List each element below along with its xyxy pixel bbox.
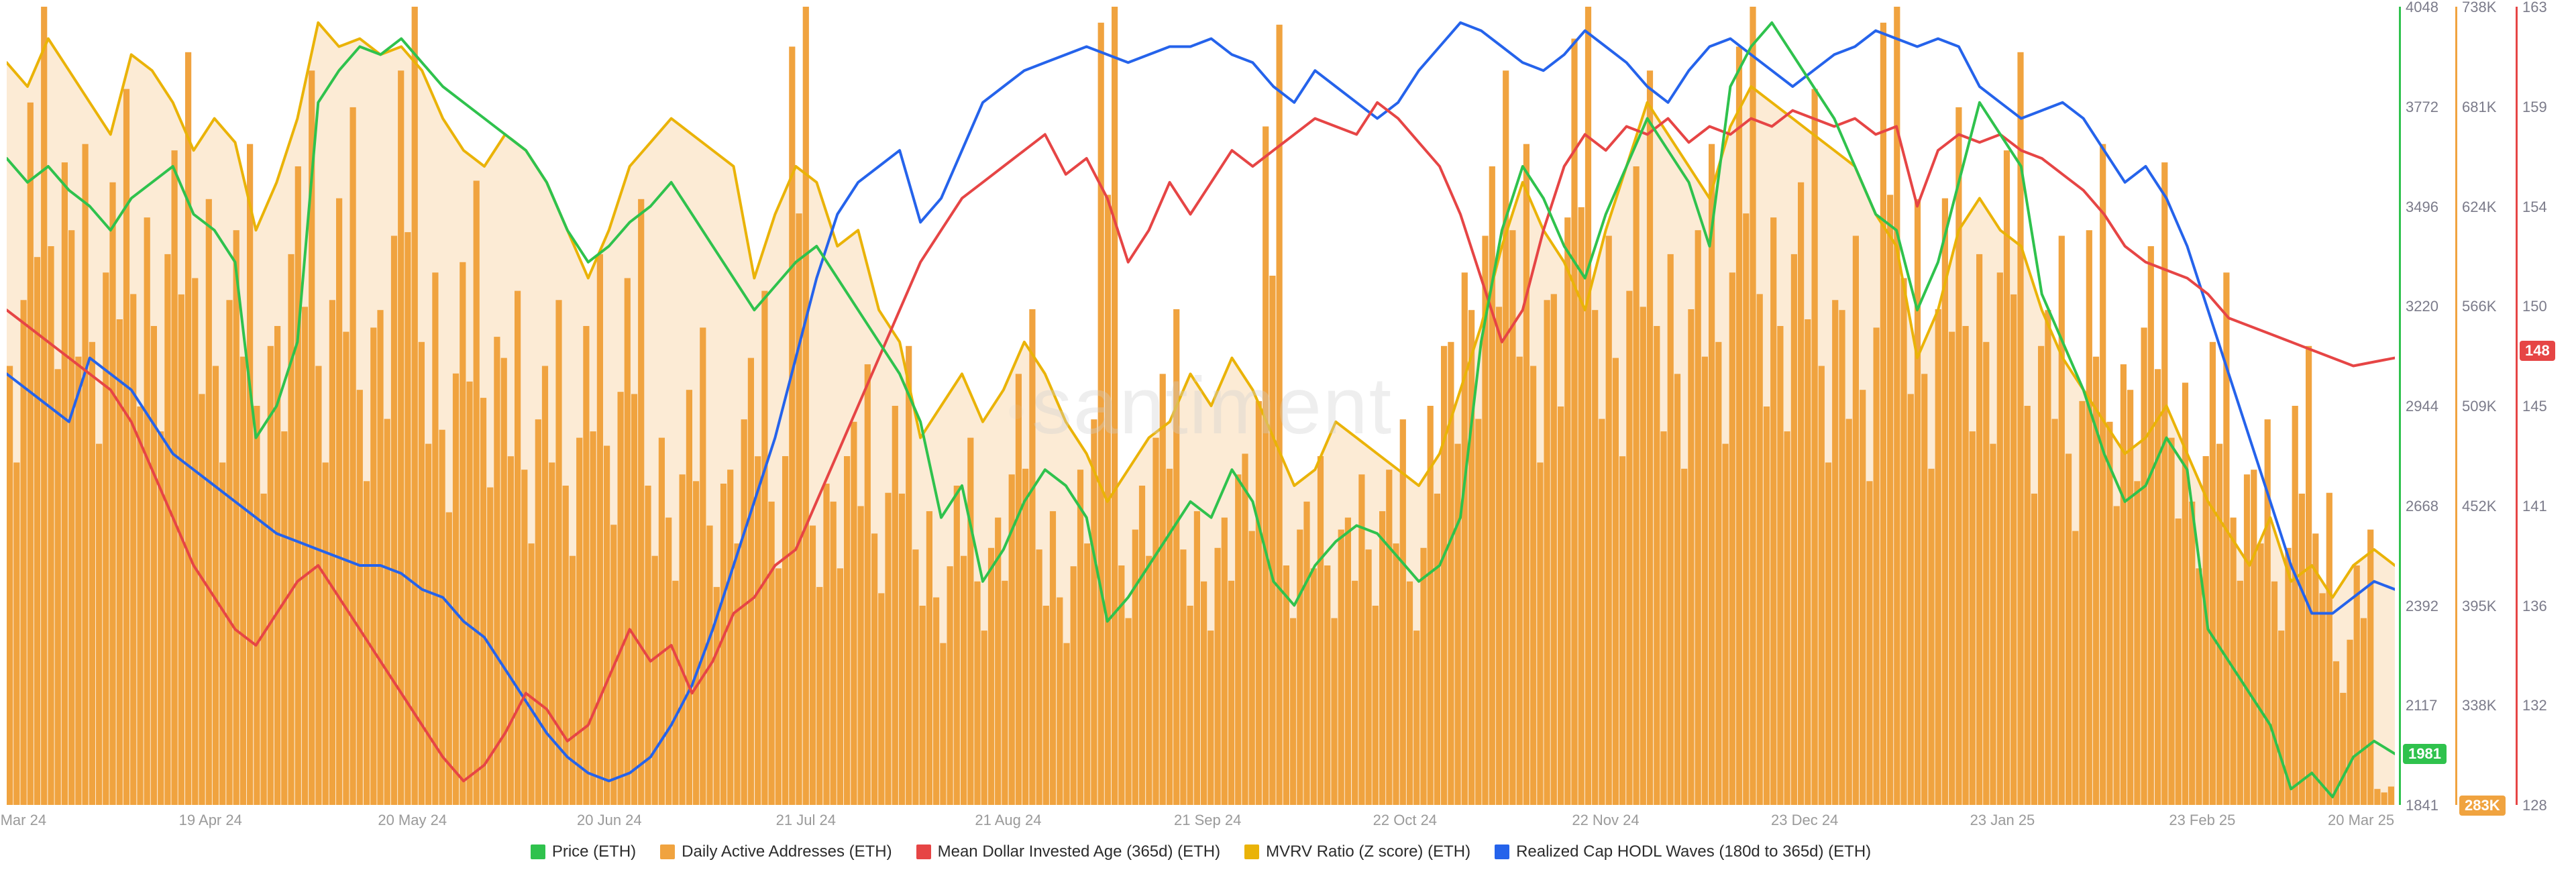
legend-label: Daily Active Addresses (ETH): [682, 842, 892, 861]
y-tick-mdia: 163: [2522, 0, 2547, 16]
y-tick-price: 3220: [2406, 298, 2438, 315]
y-axis-line-mdia: [2516, 7, 2518, 805]
y-tick-mdia: 132: [2522, 697, 2547, 714]
y-tick-mdia: 136: [2522, 598, 2547, 615]
y-tick-daa: 338K: [2462, 697, 2496, 714]
x-axis-labels: 19 Mar 2419 Apr 2420 May 2420 Jun 2421 J…: [7, 812, 2395, 832]
x-axis-label: 21 Aug 24: [975, 812, 1041, 829]
plot-svg: [7, 7, 2395, 805]
y-tick-price: 2944: [2406, 398, 2438, 415]
x-axis-label: 23 Jan 25: [1970, 812, 2035, 829]
y-tick-daa: 738K: [2462, 0, 2496, 16]
y-axis-line-price: [2399, 7, 2401, 805]
y-tick-price: 2668: [2406, 498, 2438, 515]
y-tick-mdia: 154: [2522, 199, 2547, 216]
legend-label: Realized Cap HODL Waves (180d to 365d) (…: [1516, 842, 1871, 861]
y-tick-price: 2392: [2406, 598, 2438, 615]
x-axis-label: 20 May 24: [378, 812, 447, 829]
y-tick-mdia: 141: [2522, 498, 2547, 515]
x-axis-label: 23 Feb 25: [2169, 812, 2235, 829]
y-tick-mdia: 150: [2522, 298, 2547, 315]
y-badge-daa: 283K: [2459, 796, 2506, 816]
x-axis-label: 19 Mar 24: [0, 812, 46, 829]
legend-swatch-icon: [1495, 844, 1509, 859]
chart-container: santiment 4048 3772 3496 3220 2944 2668 2392 21…: [0, 0, 2576, 872]
legend-item[interactable]: Daily Active Addresses (ETH): [660, 842, 892, 861]
y-tick-price: 3772: [2406, 99, 2438, 116]
y-tick-daa: 566K: [2462, 298, 2496, 315]
legend: Price (ETH) Daily Active Addresses (ETH) M…: [7, 842, 2395, 861]
y-badge-price: 1981: [2403, 744, 2447, 764]
y-badge-mdia: 148: [2520, 341, 2555, 361]
y-tick-price: 4048: [2406, 0, 2438, 16]
x-axis-label: 21 Sep 24: [1174, 812, 1241, 829]
y-tick-price: 2117: [2406, 697, 2437, 714]
legend-label: Mean Dollar Invested Age (365d) (ETH): [938, 842, 1221, 861]
x-axis-label: 21 Jul 24: [776, 812, 836, 829]
x-axis-label: 22 Nov 24: [1572, 812, 1639, 829]
legend-item[interactable]: Mean Dollar Invested Age (365d) (ETH): [916, 842, 1221, 861]
x-axis-label: 19 Apr 24: [179, 812, 242, 829]
plot-area[interactable]: santiment: [7, 7, 2395, 805]
y-tick-daa: 681K: [2462, 99, 2496, 116]
legend-item[interactable]: Price (ETH): [531, 842, 636, 861]
legend-item[interactable]: Realized Cap HODL Waves (180d to 365d) (…: [1495, 842, 1871, 861]
x-axis-label: 20 Mar 25: [2328, 812, 2394, 829]
legend-swatch-icon: [916, 844, 931, 859]
legend-label: MVRV Ratio (Z score) (ETH): [1266, 842, 1470, 861]
y-tick-daa: 624K: [2462, 199, 2496, 216]
y-tick-mdia: 145: [2522, 398, 2547, 415]
x-axis-label: 22 Oct 24: [1373, 812, 1437, 829]
y-tick-mdia: 128: [2522, 797, 2547, 814]
y-tick-mdia: 159: [2522, 99, 2547, 116]
legend-label: Price (ETH): [552, 842, 636, 861]
y-tick-daa: 509K: [2462, 398, 2496, 415]
y-tick-daa: 395K: [2462, 598, 2496, 615]
legend-item[interactable]: MVRV Ratio (Z score) (ETH): [1244, 842, 1470, 861]
x-axis-label: 20 Jun 24: [577, 812, 642, 829]
legend-swatch-icon: [1244, 844, 1259, 859]
y-tick-daa: 452K: [2462, 498, 2496, 515]
legend-swatch-icon: [660, 844, 675, 859]
legend-swatch-icon: [531, 844, 545, 859]
y-tick-price: 3496: [2406, 199, 2438, 216]
x-axis-label: 23 Dec 24: [1771, 812, 1838, 829]
y-tick-price: 1841: [2406, 797, 2438, 814]
mvrv-area: [7, 23, 2395, 805]
y-axis-line-daa: [2455, 7, 2457, 805]
